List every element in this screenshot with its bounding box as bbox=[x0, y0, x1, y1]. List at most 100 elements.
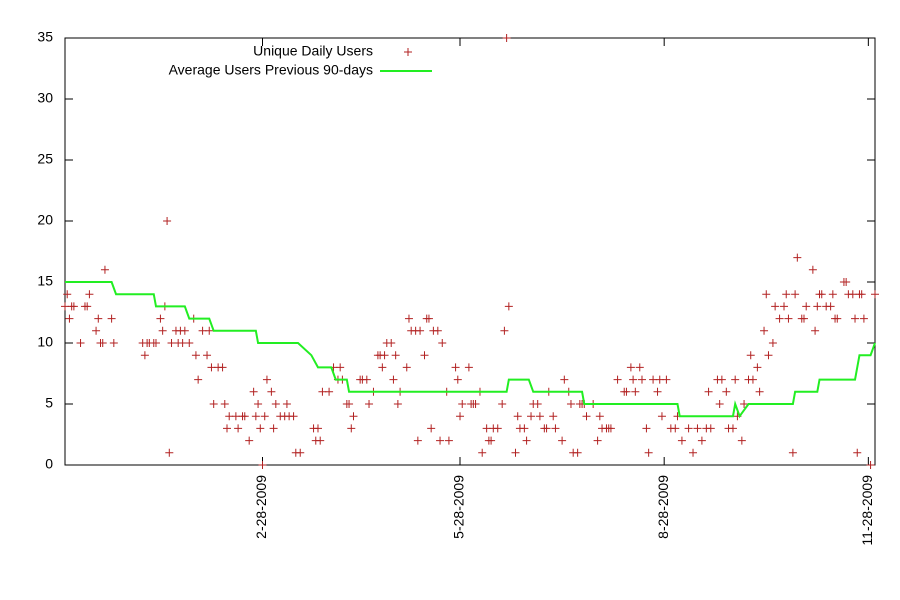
point bbox=[316, 436, 325, 445]
point bbox=[631, 387, 640, 396]
point bbox=[642, 424, 651, 433]
point bbox=[387, 339, 396, 347]
point bbox=[826, 302, 835, 311]
point bbox=[842, 278, 851, 286]
point bbox=[560, 375, 569, 384]
point bbox=[158, 326, 167, 335]
point bbox=[404, 314, 413, 323]
point bbox=[245, 436, 254, 445]
point bbox=[606, 424, 615, 433]
y-tick-label: 10 bbox=[37, 334, 53, 350]
point bbox=[433, 326, 442, 335]
point bbox=[593, 436, 602, 445]
point bbox=[416, 326, 425, 335]
point bbox=[731, 375, 740, 384]
point bbox=[163, 217, 172, 225]
point bbox=[282, 400, 291, 408]
point bbox=[191, 351, 200, 360]
point bbox=[542, 424, 551, 433]
point bbox=[94, 314, 103, 323]
point bbox=[223, 424, 231, 433]
point bbox=[513, 412, 522, 421]
point bbox=[613, 375, 622, 384]
x-tick-label: 2-28-2009 bbox=[253, 475, 269, 539]
point bbox=[325, 387, 334, 396]
point bbox=[748, 375, 757, 384]
point bbox=[262, 375, 271, 384]
point bbox=[684, 424, 693, 433]
point bbox=[653, 387, 662, 396]
point bbox=[249, 387, 258, 396]
point bbox=[833, 314, 842, 323]
point bbox=[697, 436, 706, 445]
point bbox=[780, 302, 789, 311]
y-tick-label: 20 bbox=[37, 212, 53, 228]
point bbox=[362, 375, 371, 384]
point bbox=[296, 448, 305, 457]
point bbox=[755, 387, 764, 396]
point bbox=[746, 351, 755, 360]
point bbox=[704, 387, 713, 396]
point bbox=[866, 461, 875, 469]
point bbox=[83, 302, 92, 311]
point bbox=[69, 302, 78, 311]
point bbox=[389, 375, 398, 384]
point bbox=[706, 424, 715, 433]
point bbox=[689, 448, 698, 457]
point bbox=[456, 412, 465, 421]
point bbox=[799, 314, 808, 323]
point bbox=[203, 351, 212, 360]
point bbox=[251, 412, 260, 421]
point bbox=[220, 400, 229, 408]
point bbox=[728, 424, 737, 433]
point bbox=[764, 351, 773, 360]
y-tick-label: 0 bbox=[45, 456, 53, 472]
point bbox=[851, 314, 860, 323]
point bbox=[693, 424, 702, 433]
point bbox=[500, 326, 509, 335]
point bbox=[791, 290, 800, 299]
point bbox=[271, 400, 280, 408]
point bbox=[762, 290, 771, 299]
point bbox=[644, 448, 653, 457]
point bbox=[857, 290, 866, 299]
x-tick-label: 5-28-2009 bbox=[451, 475, 467, 539]
point bbox=[671, 424, 680, 433]
point bbox=[771, 302, 780, 311]
point bbox=[451, 363, 460, 372]
point bbox=[269, 424, 278, 433]
point bbox=[493, 424, 502, 433]
point bbox=[677, 436, 686, 445]
point bbox=[365, 400, 374, 408]
y-tick-label: 5 bbox=[45, 395, 53, 411]
point bbox=[436, 436, 445, 445]
point bbox=[635, 363, 644, 372]
point bbox=[657, 412, 666, 421]
point bbox=[582, 412, 591, 421]
point bbox=[793, 253, 802, 262]
point bbox=[260, 412, 269, 421]
point bbox=[63, 290, 72, 299]
point bbox=[65, 314, 74, 323]
point bbox=[336, 363, 345, 372]
point bbox=[100, 265, 109, 274]
point bbox=[424, 314, 433, 323]
point bbox=[240, 412, 249, 421]
y-tick-label: 35 bbox=[37, 29, 53, 45]
point bbox=[267, 387, 276, 396]
point bbox=[98, 339, 107, 347]
point bbox=[258, 461, 267, 469]
point bbox=[453, 375, 462, 384]
point bbox=[165, 448, 174, 457]
point bbox=[768, 339, 777, 347]
point bbox=[859, 314, 868, 323]
point bbox=[402, 363, 411, 372]
point bbox=[558, 436, 567, 445]
point bbox=[626, 363, 635, 372]
point bbox=[156, 314, 165, 323]
point bbox=[76, 339, 85, 347]
x-tick-label: 11-28-2009 bbox=[859, 475, 875, 546]
point bbox=[444, 436, 453, 445]
point bbox=[573, 448, 582, 457]
point bbox=[458, 400, 467, 408]
